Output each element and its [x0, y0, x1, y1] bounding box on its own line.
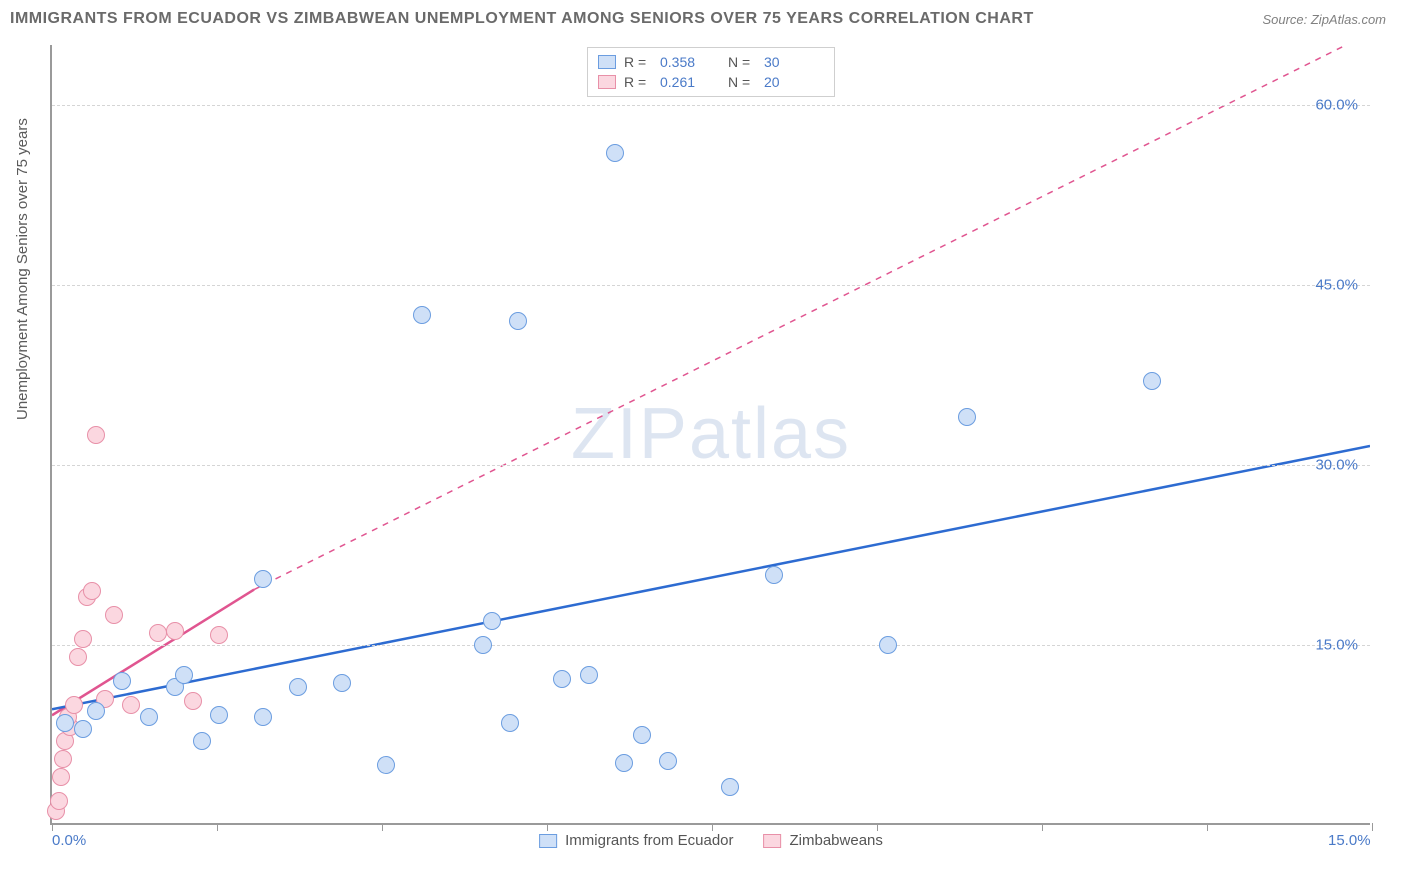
data-point-zimbabwe: [54, 750, 72, 768]
n-value: 20: [764, 74, 824, 90]
data-point-ecuador: [193, 732, 211, 750]
x-tick: [547, 823, 548, 831]
data-point-ecuador: [580, 666, 598, 684]
data-point-ecuador: [765, 566, 783, 584]
x-tick: [1042, 823, 1043, 831]
data-point-ecuador: [659, 752, 677, 770]
data-point-zimbabwe: [69, 648, 87, 666]
data-point-zimbabwe: [87, 426, 105, 444]
r-label: R =: [624, 74, 652, 90]
legend-swatch: [598, 55, 616, 69]
data-point-ecuador: [721, 778, 739, 796]
legend-swatch: [764, 834, 782, 848]
x-tick: [1372, 823, 1373, 831]
gridline: [52, 105, 1370, 106]
y-tick-label: 30.0%: [1315, 457, 1358, 474]
data-point-ecuador: [474, 636, 492, 654]
legend-series-label: Immigrants from Ecuador: [565, 832, 733, 849]
data-point-ecuador: [254, 708, 272, 726]
data-point-ecuador: [175, 666, 193, 684]
data-point-zimbabwe: [184, 692, 202, 710]
gridline: [52, 285, 1370, 286]
chart-plot-area: ZIPatlas R =0.358N =30R =0.261N =20 Immi…: [50, 45, 1370, 825]
data-point-ecuador: [615, 754, 633, 772]
x-tick: [217, 823, 218, 831]
data-point-ecuador: [74, 720, 92, 738]
legend-stats-row: R = 0.261 N = 20: [598, 72, 824, 92]
data-point-ecuador: [633, 726, 651, 744]
watermark-zip: ZIP: [571, 394, 689, 474]
data-point-ecuador: [113, 672, 131, 690]
data-point-zimbabwe: [83, 582, 101, 600]
data-point-ecuador: [879, 636, 897, 654]
data-point-ecuador: [483, 612, 501, 630]
data-point-ecuador: [509, 312, 527, 330]
legend-series-label: Zimbabweans: [790, 832, 883, 849]
data-point-ecuador: [210, 706, 228, 724]
data-point-ecuador: [1143, 372, 1161, 390]
data-point-ecuador: [553, 670, 571, 688]
r-label: R =: [624, 54, 652, 70]
y-tick-label: 60.0%: [1315, 97, 1358, 114]
data-point-ecuador: [606, 144, 624, 162]
legend-swatch: [539, 834, 557, 848]
source-label: Source: ZipAtlas.com: [1262, 12, 1386, 27]
gridline: [52, 645, 1370, 646]
data-point-ecuador: [501, 714, 519, 732]
r-value: 0.261: [660, 74, 720, 90]
x-tick: [52, 823, 53, 831]
trend-line: [52, 446, 1370, 709]
x-tick: [877, 823, 878, 831]
y-tick-label: 15.0%: [1315, 637, 1358, 654]
legend-series-item: Zimbabweans: [764, 832, 883, 849]
legend-stats-row: R = 0.358 N = 30: [598, 52, 824, 72]
legend-swatch: [598, 75, 616, 89]
gridline: [52, 465, 1370, 466]
n-value: 30: [764, 54, 824, 70]
data-point-ecuador: [333, 674, 351, 692]
data-point-ecuador: [254, 570, 272, 588]
data-point-zimbabwe: [166, 622, 184, 640]
data-point-zimbabwe: [105, 606, 123, 624]
n-label: N =: [728, 74, 756, 90]
data-point-ecuador: [140, 708, 158, 726]
data-point-zimbabwe: [74, 630, 92, 648]
data-point-zimbabwe: [149, 624, 167, 642]
legend-series-item: Immigrants from Ecuador: [539, 832, 733, 849]
y-axis-label: Unemployment Among Seniors over 75 years: [14, 118, 31, 420]
x-tick: [712, 823, 713, 831]
legend-series: Immigrants from Ecuador Zimbabweans: [539, 832, 883, 849]
data-point-ecuador: [289, 678, 307, 696]
data-point-zimbabwe: [65, 696, 83, 714]
x-tick: [1207, 823, 1208, 831]
x-tick-label: 0.0%: [52, 832, 86, 849]
trend-lines-svg: [52, 45, 1370, 823]
watermark-atlas: atlas: [689, 394, 851, 474]
x-tick-label: 15.0%: [1328, 832, 1371, 849]
chart-title: IMMIGRANTS FROM ECUADOR VS ZIMBABWEAN UN…: [10, 10, 1034, 28]
x-tick: [382, 823, 383, 831]
data-point-zimbabwe: [210, 626, 228, 644]
data-point-ecuador: [87, 702, 105, 720]
data-point-ecuador: [377, 756, 395, 774]
watermark: ZIPatlas: [571, 393, 851, 475]
data-point-ecuador: [958, 408, 976, 426]
y-tick-label: 45.0%: [1315, 277, 1358, 294]
legend-stats: R = 0.358 N = 30 R = 0.261 N = 20: [587, 47, 835, 97]
data-point-zimbabwe: [52, 768, 70, 786]
data-point-ecuador: [413, 306, 431, 324]
n-label: N =: [728, 54, 756, 70]
data-point-zimbabwe: [50, 792, 68, 810]
data-point-ecuador: [56, 714, 74, 732]
data-point-zimbabwe: [122, 696, 140, 714]
r-value: 0.358: [660, 54, 720, 70]
